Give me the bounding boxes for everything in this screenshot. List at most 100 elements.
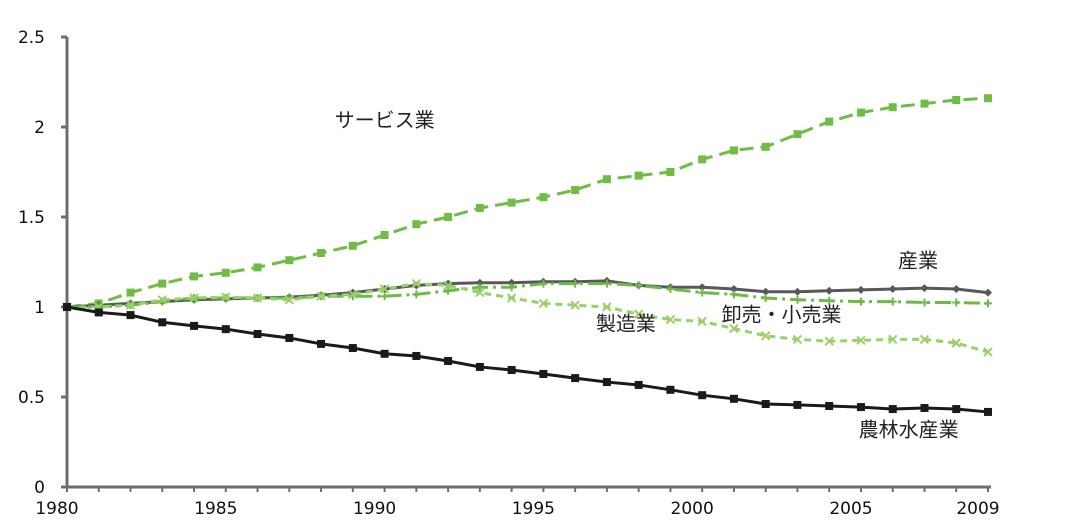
- data-point: [951, 338, 961, 348]
- data-point: [920, 403, 929, 412]
- data-point: [380, 292, 389, 301]
- data-point: [412, 290, 421, 299]
- x-tick-label: 1985: [194, 499, 237, 519]
- data-point: [158, 318, 167, 327]
- data-point: [444, 213, 453, 221]
- x-tick-label: 2005: [829, 499, 872, 519]
- data-point: [952, 96, 961, 104]
- data-point: [221, 268, 230, 277]
- data-point: [412, 220, 421, 229]
- data-point: [602, 302, 612, 312]
- data-point: [984, 407, 992, 416]
- y-tick-label: 0: [34, 478, 45, 498]
- data-point: [919, 334, 930, 345]
- data-point: [666, 385, 675, 394]
- data-point: [380, 349, 389, 358]
- data-point: [507, 278, 516, 287]
- data-point: [443, 280, 453, 291]
- series-2: [63, 279, 992, 311]
- series-4: [63, 303, 992, 416]
- series-1: [63, 276, 992, 311]
- data-point: [761, 294, 770, 302]
- data-point: [792, 334, 803, 345]
- data-point: [475, 283, 484, 292]
- data-point: [189, 293, 199, 303]
- data-point: [412, 351, 421, 360]
- data-point: [666, 168, 675, 176]
- data-point: [285, 333, 294, 342]
- data-point: [856, 285, 865, 294]
- y-tick-label: 0.5: [18, 388, 45, 408]
- data-point: [507, 283, 516, 292]
- y-tick-label: 2: [34, 118, 45, 138]
- data-point: [63, 303, 71, 311]
- data-point: [952, 285, 961, 293]
- data-point: [539, 369, 548, 378]
- data-point: [665, 314, 676, 325]
- data-point: [190, 321, 199, 330]
- series-line: [67, 282, 989, 354]
- data-point: [697, 316, 707, 327]
- data-point: [920, 298, 929, 307]
- data-point: [253, 330, 262, 338]
- data-point: [825, 117, 834, 126]
- data-point: [379, 284, 390, 294]
- data-point: [348, 289, 358, 300]
- data-point: [380, 231, 389, 239]
- data-point: [761, 287, 770, 296]
- x-tick-label: 1990: [353, 499, 396, 519]
- data-point: [793, 400, 802, 409]
- data-point: [856, 297, 865, 306]
- data-point: [475, 204, 484, 212]
- data-point: [666, 285, 675, 293]
- x-tick-label: 2009: [956, 499, 999, 519]
- data-point: [824, 336, 834, 346]
- data-point: [856, 335, 866, 346]
- series-label: サービス業: [335, 108, 435, 132]
- data-point: [158, 279, 167, 288]
- data-point: [698, 391, 707, 400]
- data-point: [538, 298, 549, 309]
- data-point: [729, 323, 739, 334]
- data-point: [125, 300, 136, 310]
- data-point: [475, 362, 484, 371]
- data-point: [475, 278, 484, 287]
- data-point: [444, 357, 453, 365]
- data-point: [602, 175, 611, 184]
- data-point: [856, 108, 865, 117]
- x-tick-label: 2000: [671, 499, 714, 519]
- data-point: [888, 103, 897, 112]
- data-point: [506, 293, 517, 303]
- data-point: [94, 308, 103, 317]
- data-point: [729, 146, 738, 155]
- series-label: 卸売・小売業: [722, 302, 842, 326]
- data-point: [571, 374, 580, 383]
- data-point: [221, 325, 230, 334]
- data-point: [316, 291, 326, 301]
- data-point: [285, 256, 294, 265]
- data-point: [984, 299, 992, 308]
- data-point: [317, 249, 326, 257]
- series-label: 農林水産業: [859, 418, 959, 442]
- data-point: [317, 339, 326, 348]
- data-point: [793, 287, 802, 296]
- data-point: [634, 380, 643, 389]
- data-point: [984, 94, 992, 103]
- data-point: [698, 283, 707, 292]
- data-point: [126, 288, 135, 297]
- data-point: [571, 279, 580, 288]
- data-point: [602, 378, 611, 387]
- data-point: [157, 295, 167, 305]
- data-point: [253, 263, 262, 272]
- data-point: [825, 402, 834, 410]
- data-point: [190, 272, 199, 281]
- data-point: [602, 279, 611, 288]
- data-point: [984, 288, 992, 297]
- data-point: [793, 130, 802, 139]
- axes: 0 0.5 1 1.5 2 2.5 1980 1985 1990 1995 2000 2005 2009: [18, 28, 1000, 519]
- data-point: [539, 279, 548, 288]
- series-3: [62, 278, 993, 357]
- data-point: [348, 344, 357, 353]
- series-0: [63, 94, 992, 311]
